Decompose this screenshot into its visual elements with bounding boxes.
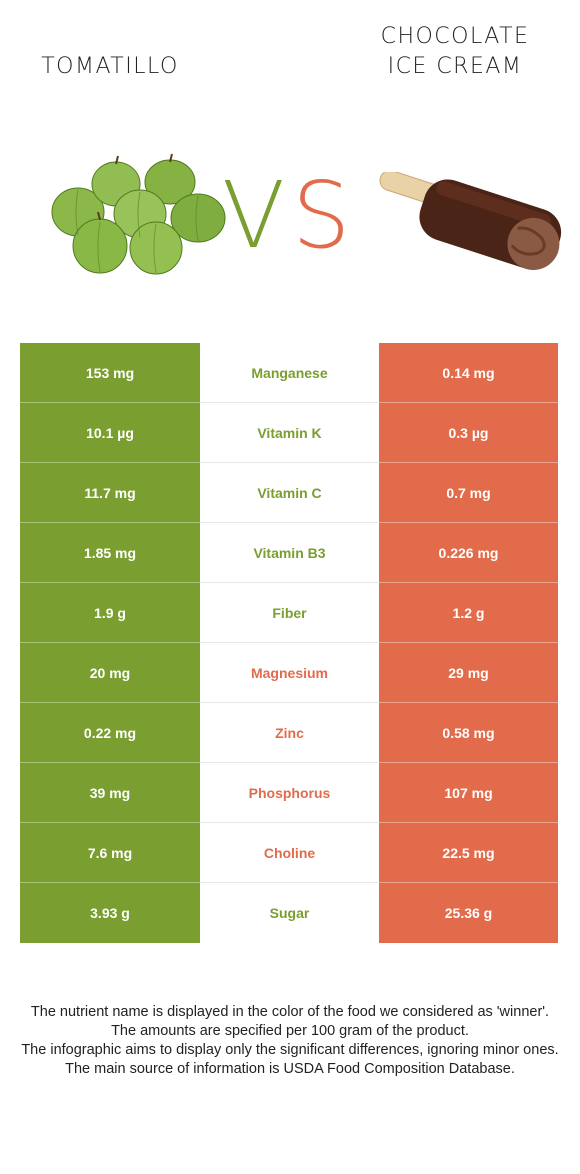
table-row: 10.1 µg Vitamin K 0.3 µg xyxy=(20,403,558,463)
nutrient-name: Fiber xyxy=(200,583,379,643)
chocolate-ice-cream-value: 0.226 mg xyxy=(379,523,558,583)
tomatillo-value: 3.93 g xyxy=(20,883,200,943)
table-row: 20 mg Magnesium 29 mg xyxy=(20,643,558,703)
table-row: 1.85 mg Vitamin B3 0.226 mg xyxy=(20,523,558,583)
footer-line-differences-note: The infographic aims to display only the… xyxy=(21,1042,559,1058)
footer-line-amounts-note: The amounts are specified per 100 gram o… xyxy=(111,1023,469,1039)
table-row: 7.6 mg Choline 22.5 mg xyxy=(20,823,558,883)
chocolate-ice-cream-value: 22.5 mg xyxy=(379,823,558,883)
tomatillo-value: 10.1 µg xyxy=(20,403,200,463)
footer-line-winner-note: The nutrient name is displayed in the co… xyxy=(30,1004,550,1020)
table-row: 39 mg Phosphorus 107 mg xyxy=(20,763,558,823)
chocolate-ice-cream-value: 1.2 g xyxy=(379,583,558,643)
footer-notes: The nutrient name is displayed in the co… xyxy=(16,1003,564,1079)
table-row: 3.93 g Sugar 25.36 g xyxy=(20,883,558,943)
chocolate-ice-cream-value: 0.7 mg xyxy=(379,463,558,523)
right-food-title: CHOCOLATE ICE CREAM xyxy=(365,22,545,82)
nutrient-name: Zinc xyxy=(200,703,379,763)
nutrient-name: Phosphorus xyxy=(200,763,379,823)
right-title-line-1: CHOCOLATE xyxy=(380,24,530,49)
table-row: 1.9 g Fiber 1.2 g xyxy=(20,583,558,643)
nutrient-name: Vitamin C xyxy=(200,463,379,523)
tomatillo-value: 1.9 g xyxy=(20,583,200,643)
chocolate-ice-cream-bar-image xyxy=(379,172,562,270)
chocolate-ice-cream-value: 0.3 µg xyxy=(379,403,558,463)
tomatillo-value: 0.22 mg xyxy=(20,703,200,763)
tomatillo-value: 39 mg xyxy=(20,763,200,823)
vs-letter-s: S xyxy=(292,162,351,269)
table-row: 0.22 mg Zinc 0.58 mg xyxy=(20,703,558,763)
tomatillo-value: 11.7 mg xyxy=(20,463,200,523)
nutrient-name: Vitamin B3 xyxy=(200,523,379,583)
table-row: 153 mg Manganese 0.14 mg xyxy=(20,343,558,403)
tomatillo-value: 153 mg xyxy=(20,343,200,403)
chocolate-ice-cream-value: 107 mg xyxy=(379,763,558,823)
tomatillo-value: 20 mg xyxy=(20,643,200,703)
nutrient-name: Choline xyxy=(200,823,379,883)
footer-line-source-note: The main source of information is USDA F… xyxy=(65,1061,515,1077)
nutrient-name: Manganese xyxy=(200,343,379,403)
vs-letter-v: V xyxy=(222,162,285,269)
nutrient-name: Vitamin K xyxy=(200,403,379,463)
nutrient-name: Sugar xyxy=(200,883,379,943)
chocolate-ice-cream-value: 29 mg xyxy=(379,643,558,703)
right-title-line-2: ICE CREAM xyxy=(387,54,523,79)
tomatillo-value: 7.6 mg xyxy=(20,823,200,883)
nutrient-comparison-table: 153 mg Manganese 0.14 mg 10.1 µg Vitamin K 0.… xyxy=(20,343,558,943)
left-food-title: TOMATILLO xyxy=(41,54,179,79)
chocolate-ice-cream-value: 0.58 mg xyxy=(379,703,558,763)
tomatillo-value: 1.85 mg xyxy=(20,523,200,583)
tomatillo-image xyxy=(51,153,226,275)
nutrient-name: Magnesium xyxy=(200,643,379,703)
chocolate-ice-cream-value: 0.14 mg xyxy=(379,343,558,403)
table-row: 11.7 mg Vitamin C 0.7 mg xyxy=(20,463,558,523)
chocolate-ice-cream-value: 25.36 g xyxy=(379,883,558,943)
